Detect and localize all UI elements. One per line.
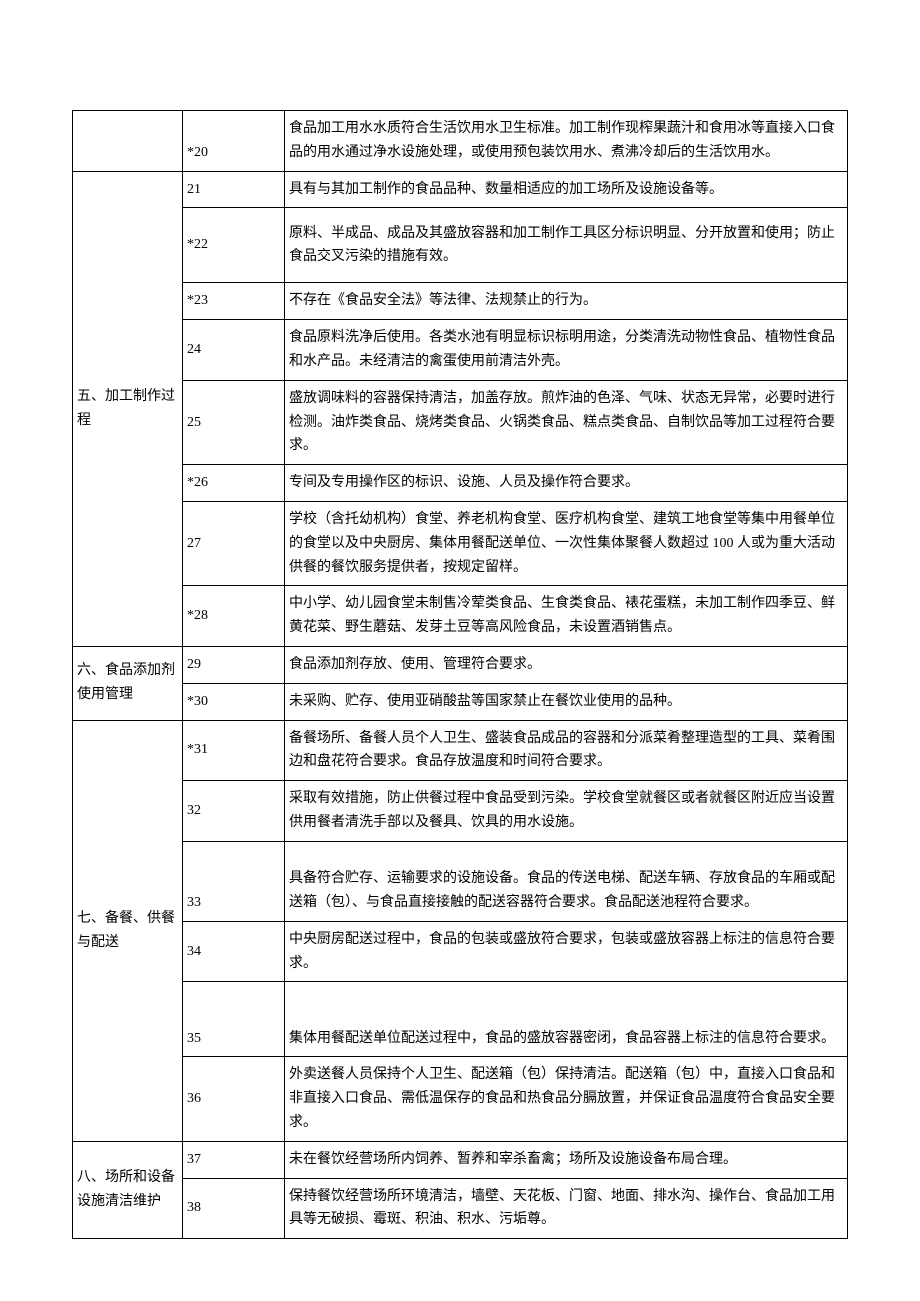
table-row: 24食品原料洗净后使用。各类水池有明显标识标明用途，分类清洗动物性食品、植物性食… (73, 320, 848, 381)
inspection-checklist-table: *20食品加工用水水质符合生活饮用水卫生标准。加工制作现榨果蔬汁和食用冰等直接入… (72, 110, 848, 1239)
description-cell: 未采购、贮存、使用亚硝酸盐等国家禁止在餐饮业使用的品种。 (285, 683, 848, 720)
item-number-cell: *28 (183, 586, 285, 647)
category-cell: 七、备餐、供餐与配送 (73, 720, 183, 1141)
item-number-cell: 25 (183, 380, 285, 464)
table-row: 六、食品添加剂使用管理29食品添加剂存放、使用、管理符合要求。 (73, 646, 848, 683)
category-cell: 六、食品添加剂使用管理 (73, 646, 183, 720)
table-row: 五、加工制作过程21具有与其加工制作的食品品种、数量相适应的加工场所及设施设备等… (73, 171, 848, 208)
description-cell: 食品原料洗净后使用。各类水池有明显标识标明用途，分类清洗动物性食品、植物性食品和… (285, 320, 848, 381)
item-number-cell: 32 (183, 781, 285, 842)
description-cell: 采取有效措施，防止供餐过程中食品受到污染。学校食堂就餐区或者就餐区附近应当设置供… (285, 781, 848, 842)
description-cell: 具备符合贮存、运输要求的设施设备。食品的传送电梯、配送车辆、存放食品的车厢或配送… (285, 841, 848, 921)
category-cell: 五、加工制作过程 (73, 171, 183, 646)
table-row: 38保持餐饮经营场所环境清洁，墙壁、天花板、门窗、地面、排水沟、操作台、食品加工… (73, 1178, 848, 1239)
description-cell: 学校（含托幼机构）食堂、养老机构食堂、医疗机构食堂、建筑工地食堂等集中用餐单位的… (285, 501, 848, 585)
table-row: 35集体用餐配送单位配送过程中，食品的盛放容器密闭，食品容器上标注的信息符合要求… (73, 982, 848, 1057)
table-row: *30未采购、贮存、使用亚硝酸盐等国家禁止在餐饮业使用的品种。 (73, 683, 848, 720)
item-number-cell: *30 (183, 683, 285, 720)
description-cell: 盛放调味料的容器保持清洁，加盖存放。煎炸油的色泽、气味、状态无异常，必要时进行检… (285, 380, 848, 464)
item-number-cell: 37 (183, 1141, 285, 1178)
item-number-cell: 35 (183, 982, 285, 1057)
table-row: 八、场所和设备设施清洁维护37未在餐饮经营场所内饲养、暂养和宰杀畜禽；场所及设施… (73, 1141, 848, 1178)
table-body: *20食品加工用水水质符合生活饮用水卫生标准。加工制作现榨果蔬汁和食用冰等直接入… (73, 111, 848, 1239)
description-cell: 集体用餐配送单位配送过程中，食品的盛放容器密闭，食品容器上标注的信息符合要求。 (285, 982, 848, 1057)
item-number-cell: 24 (183, 320, 285, 381)
item-number-cell: *22 (183, 208, 285, 283)
table-row: 七、备餐、供餐与配送*31备餐场所、备餐人员个人卫生、盛装食品成品的容器和分派菜… (73, 720, 848, 781)
table-row: 36外卖送餐人员保持个人卫生、配送箱（包）保持清洁。配送箱（包）中，直接入口食品… (73, 1057, 848, 1141)
table-row: 34中央厨房配送过程中，食品的包装或盛放符合要求，包装或盛放容器上标注的信息符合… (73, 921, 848, 982)
category-cell (73, 111, 183, 172)
description-cell: 具有与其加工制作的食品品种、数量相适应的加工场所及设施设备等。 (285, 171, 848, 208)
description-cell: 不存在《食品安全法》等法律、法规禁止的行为。 (285, 283, 848, 320)
item-number-cell: 34 (183, 921, 285, 982)
item-number-cell: 38 (183, 1178, 285, 1239)
description-cell: 中央厨房配送过程中，食品的包装或盛放符合要求，包装或盛放容器上标注的信息符合要求… (285, 921, 848, 982)
item-number-cell: *20 (183, 111, 285, 172)
item-number-cell: 36 (183, 1057, 285, 1141)
description-cell: 未在餐饮经营场所内饲养、暂养和宰杀畜禽；场所及设施设备布局合理。 (285, 1141, 848, 1178)
description-cell: 食品添加剂存放、使用、管理符合要求。 (285, 646, 848, 683)
description-cell: 备餐场所、备餐人员个人卫生、盛装食品成品的容器和分派菜肴整理造型的工具、菜肴围边… (285, 720, 848, 781)
description-cell: 中小学、幼儿园食堂未制售冷荤类食品、生食类食品、裱花蛋糕，未加工制作四季豆、鲜黄… (285, 586, 848, 647)
table-row: *26专间及专用操作区的标识、设施、人员及操作符合要求。 (73, 465, 848, 502)
description-cell: 食品加工用水水质符合生活饮用水卫生标准。加工制作现榨果蔬汁和食用冰等直接入口食品… (285, 111, 848, 172)
item-number-cell: 29 (183, 646, 285, 683)
item-number-cell: 27 (183, 501, 285, 585)
table-row: *22原料、半成品、成品及其盛放容器和加工制作工具区分标识明显、分开放置和使用；… (73, 208, 848, 283)
item-number-cell: *26 (183, 465, 285, 502)
description-cell: 专间及专用操作区的标识、设施、人员及操作符合要求。 (285, 465, 848, 502)
description-cell: 外卖送餐人员保持个人卫生、配送箱（包）保持清洁。配送箱（包）中，直接入口食品和非… (285, 1057, 848, 1141)
table-row: *28中小学、幼儿园食堂未制售冷荤类食品、生食类食品、裱花蛋糕，未加工制作四季豆… (73, 586, 848, 647)
description-cell: 保持餐饮经营场所环境清洁，墙壁、天花板、门窗、地面、排水沟、操作台、食品加工用具… (285, 1178, 848, 1239)
category-cell: 八、场所和设备设施清洁维护 (73, 1141, 183, 1238)
table-row: *23不存在《食品安全法》等法律、法规禁止的行为。 (73, 283, 848, 320)
table-row: 25盛放调味料的容器保持清洁，加盖存放。煎炸油的色泽、气味、状态无异常，必要时进… (73, 380, 848, 464)
description-cell: 原料、半成品、成品及其盛放容器和加工制作工具区分标识明显、分开放置和使用；防止食… (285, 208, 848, 283)
table-row: 27学校（含托幼机构）食堂、养老机构食堂、医疗机构食堂、建筑工地食堂等集中用餐单… (73, 501, 848, 585)
item-number-cell: 33 (183, 841, 285, 921)
item-number-cell: *31 (183, 720, 285, 781)
table-row: 33具备符合贮存、运输要求的设施设备。食品的传送电梯、配送车辆、存放食品的车厢或… (73, 841, 848, 921)
item-number-cell: 21 (183, 171, 285, 208)
table-row: *20食品加工用水水质符合生活饮用水卫生标准。加工制作现榨果蔬汁和食用冰等直接入… (73, 111, 848, 172)
item-number-cell: *23 (183, 283, 285, 320)
table-row: 32采取有效措施，防止供餐过程中食品受到污染。学校食堂就餐区或者就餐区附近应当设… (73, 781, 848, 842)
